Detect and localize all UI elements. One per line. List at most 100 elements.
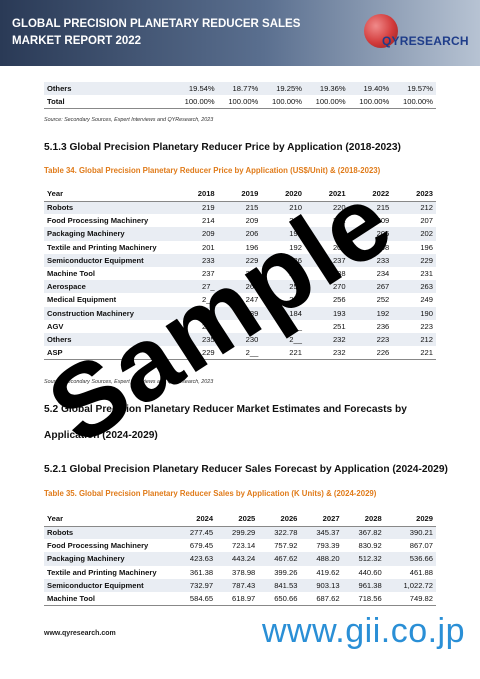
header-year: 2019: [217, 186, 262, 202]
table-35-caption: Table 35. Global Precision Planetary Red…: [44, 489, 377, 498]
cell-value: 390.21: [384, 526, 436, 540]
cell-value: 212: [332, 216, 346, 226]
cell-value: 219: [174, 201, 218, 215]
cell-value: 209: [174, 227, 218, 241]
cell-value: 2__: [217, 346, 262, 360]
row-label: Semiconductor Equipment: [44, 578, 174, 592]
cell-value: 206: [217, 227, 262, 241]
table-row: Machine Tool 237 232 226 238 234 231: [44, 267, 436, 280]
cell-value: 230: [217, 332, 262, 347]
header-year: 2022: [348, 186, 393, 202]
cell-value: 193: [304, 306, 349, 320]
table-row: Robots 219 215 210 220 215 212: [44, 201, 436, 215]
cell-value: 232: [245, 269, 259, 279]
cell-value: 19.54%: [174, 82, 218, 96]
cell-value: 215: [348, 201, 393, 215]
row-label: Packaging Machinery: [44, 227, 174, 241]
report-title: GLOBAL PRECISION PLANETARY REDUCER SALES…: [12, 18, 301, 47]
cell-value: 263: [392, 280, 436, 294]
cell-value: 184: [261, 306, 305, 320]
row-label: Medical Equipment: [47, 295, 117, 305]
table-row: Medical Equipment 2__ 247 244 256 252 249: [44, 293, 436, 306]
section-5-2-heading-cont: Application (2024-2029): [44, 430, 158, 441]
logo-text: QYRESEARCH: [382, 34, 469, 48]
cell-value: 867.07: [409, 541, 433, 551]
cell-value: 199: [261, 227, 305, 241]
gii-watermark: www.gii.co.jp: [262, 612, 466, 650]
row-label: Others: [44, 82, 174, 96]
cell-value: 220: [304, 201, 349, 215]
cell-value: 423.63: [174, 552, 217, 566]
cell-value: 236: [376, 321, 390, 331]
row-label: Construction Machinery: [44, 306, 174, 320]
source-note: Source: Secondary Sources, Expert Interv…: [44, 117, 214, 123]
cell-value: 443.24: [216, 552, 259, 566]
section-5-1-3-heading: 5.1.3 Global Precision Planetary Reducer…: [44, 142, 401, 153]
cell-value: 210: [261, 201, 305, 215]
cell-value: 100.00%: [392, 95, 436, 109]
cell-value: 192: [348, 306, 393, 320]
table-row: Robots 277.45 299.29 322.78 345.37 367.82 390.…: [44, 526, 436, 540]
cell-value: 255: [201, 321, 215, 331]
cell-value: 237: [304, 253, 349, 267]
cell-value: 257: [261, 280, 305, 294]
cell-value: 221: [261, 346, 305, 360]
table-row: Aerospace 27_ 260 257 270 267 263: [44, 280, 436, 294]
header-year-label: Year: [44, 511, 174, 527]
row-label: Aerospace: [44, 280, 174, 294]
cell-value: 757.92: [274, 541, 298, 551]
row-label: Food Processing Machinery: [47, 541, 149, 551]
cell-value: 19.57%: [392, 82, 436, 96]
cell-value: 18.77%: [217, 82, 262, 96]
cell-value: 19.25%: [261, 82, 305, 96]
cell-value: 205: [348, 227, 393, 241]
cell-value: 251: [332, 321, 346, 331]
table-row: Machine Tool 584.65 618.97 650.66 687.62 718.…: [44, 591, 436, 606]
cell-value: 244: [289, 295, 302, 305]
header-year: 2023: [392, 186, 436, 202]
table-row: Food Processing Machinery 679.45 723.14 757…: [44, 539, 436, 552]
row-label: Others: [44, 332, 174, 347]
cell-value: 212: [392, 201, 436, 215]
cell-value: 226: [289, 269, 302, 279]
cell-value: 687.62: [300, 591, 343, 606]
source-note-2: Source: Secondary Sources, Expert Interv…: [44, 379, 214, 385]
table-row: Packaging Machinery 423.63 443.24 467.62 488…: [44, 552, 436, 566]
cell-value: 100.00%: [304, 95, 349, 109]
cell-value: 249: [420, 295, 433, 305]
cell-value: 194: [174, 306, 218, 320]
table-row: Construction Machinery 194 189 184 193 192 190: [44, 306, 436, 320]
table-row: Semiconductor Equipment 233 229 226 237 233 22…: [44, 253, 436, 267]
cell-value: 650.66: [258, 591, 301, 606]
cell-value: 440.60: [358, 567, 382, 577]
header-year: 2018: [174, 186, 218, 202]
cell-value: 718.56: [342, 591, 385, 606]
header-year: 2020: [261, 186, 305, 202]
table-header-row: Year 2024 2025 2026 2027 2028 2029: [44, 511, 436, 527]
table-row: Total 100.00% 100.00% 100.00% 100.00% 100.00%…: [44, 95, 436, 109]
cell-value: 260: [217, 280, 262, 294]
table-row: Others 235 230 2__ 232 223 212: [44, 332, 436, 347]
cell-value: 207: [420, 216, 433, 226]
cell-value: 189: [217, 306, 262, 320]
cell-value: 841.53: [258, 578, 301, 592]
table-header-row: Year 2018 2019 2020 2021 2022 2023: [44, 186, 436, 202]
cell-value: 27_: [174, 280, 218, 294]
cell-value: 190: [392, 306, 436, 320]
cell-value: 277.45: [174, 526, 217, 540]
cell-value: 2__: [261, 332, 305, 347]
cell-value: 231: [420, 269, 433, 279]
row-label: Robots: [44, 526, 174, 540]
header-year: 2025: [216, 511, 259, 527]
header-year: 2028: [342, 511, 385, 527]
table-row: Textile and Printing Machinery 361.38 378.…: [44, 566, 436, 579]
cell-value: 267: [348, 280, 393, 294]
share-table-continued: Others 19.54% 18.77% 19.25% 19.36% 19.40% 19.5…: [44, 82, 436, 109]
header-year: 2029: [384, 511, 436, 527]
cell-value: 367.82: [342, 526, 385, 540]
cell-value: 226: [348, 346, 393, 360]
cell-value: 399.26: [274, 567, 298, 577]
cell-value: 221: [392, 346, 436, 360]
cell-value: 233: [174, 253, 218, 267]
cell-value: 232: [304, 332, 349, 347]
